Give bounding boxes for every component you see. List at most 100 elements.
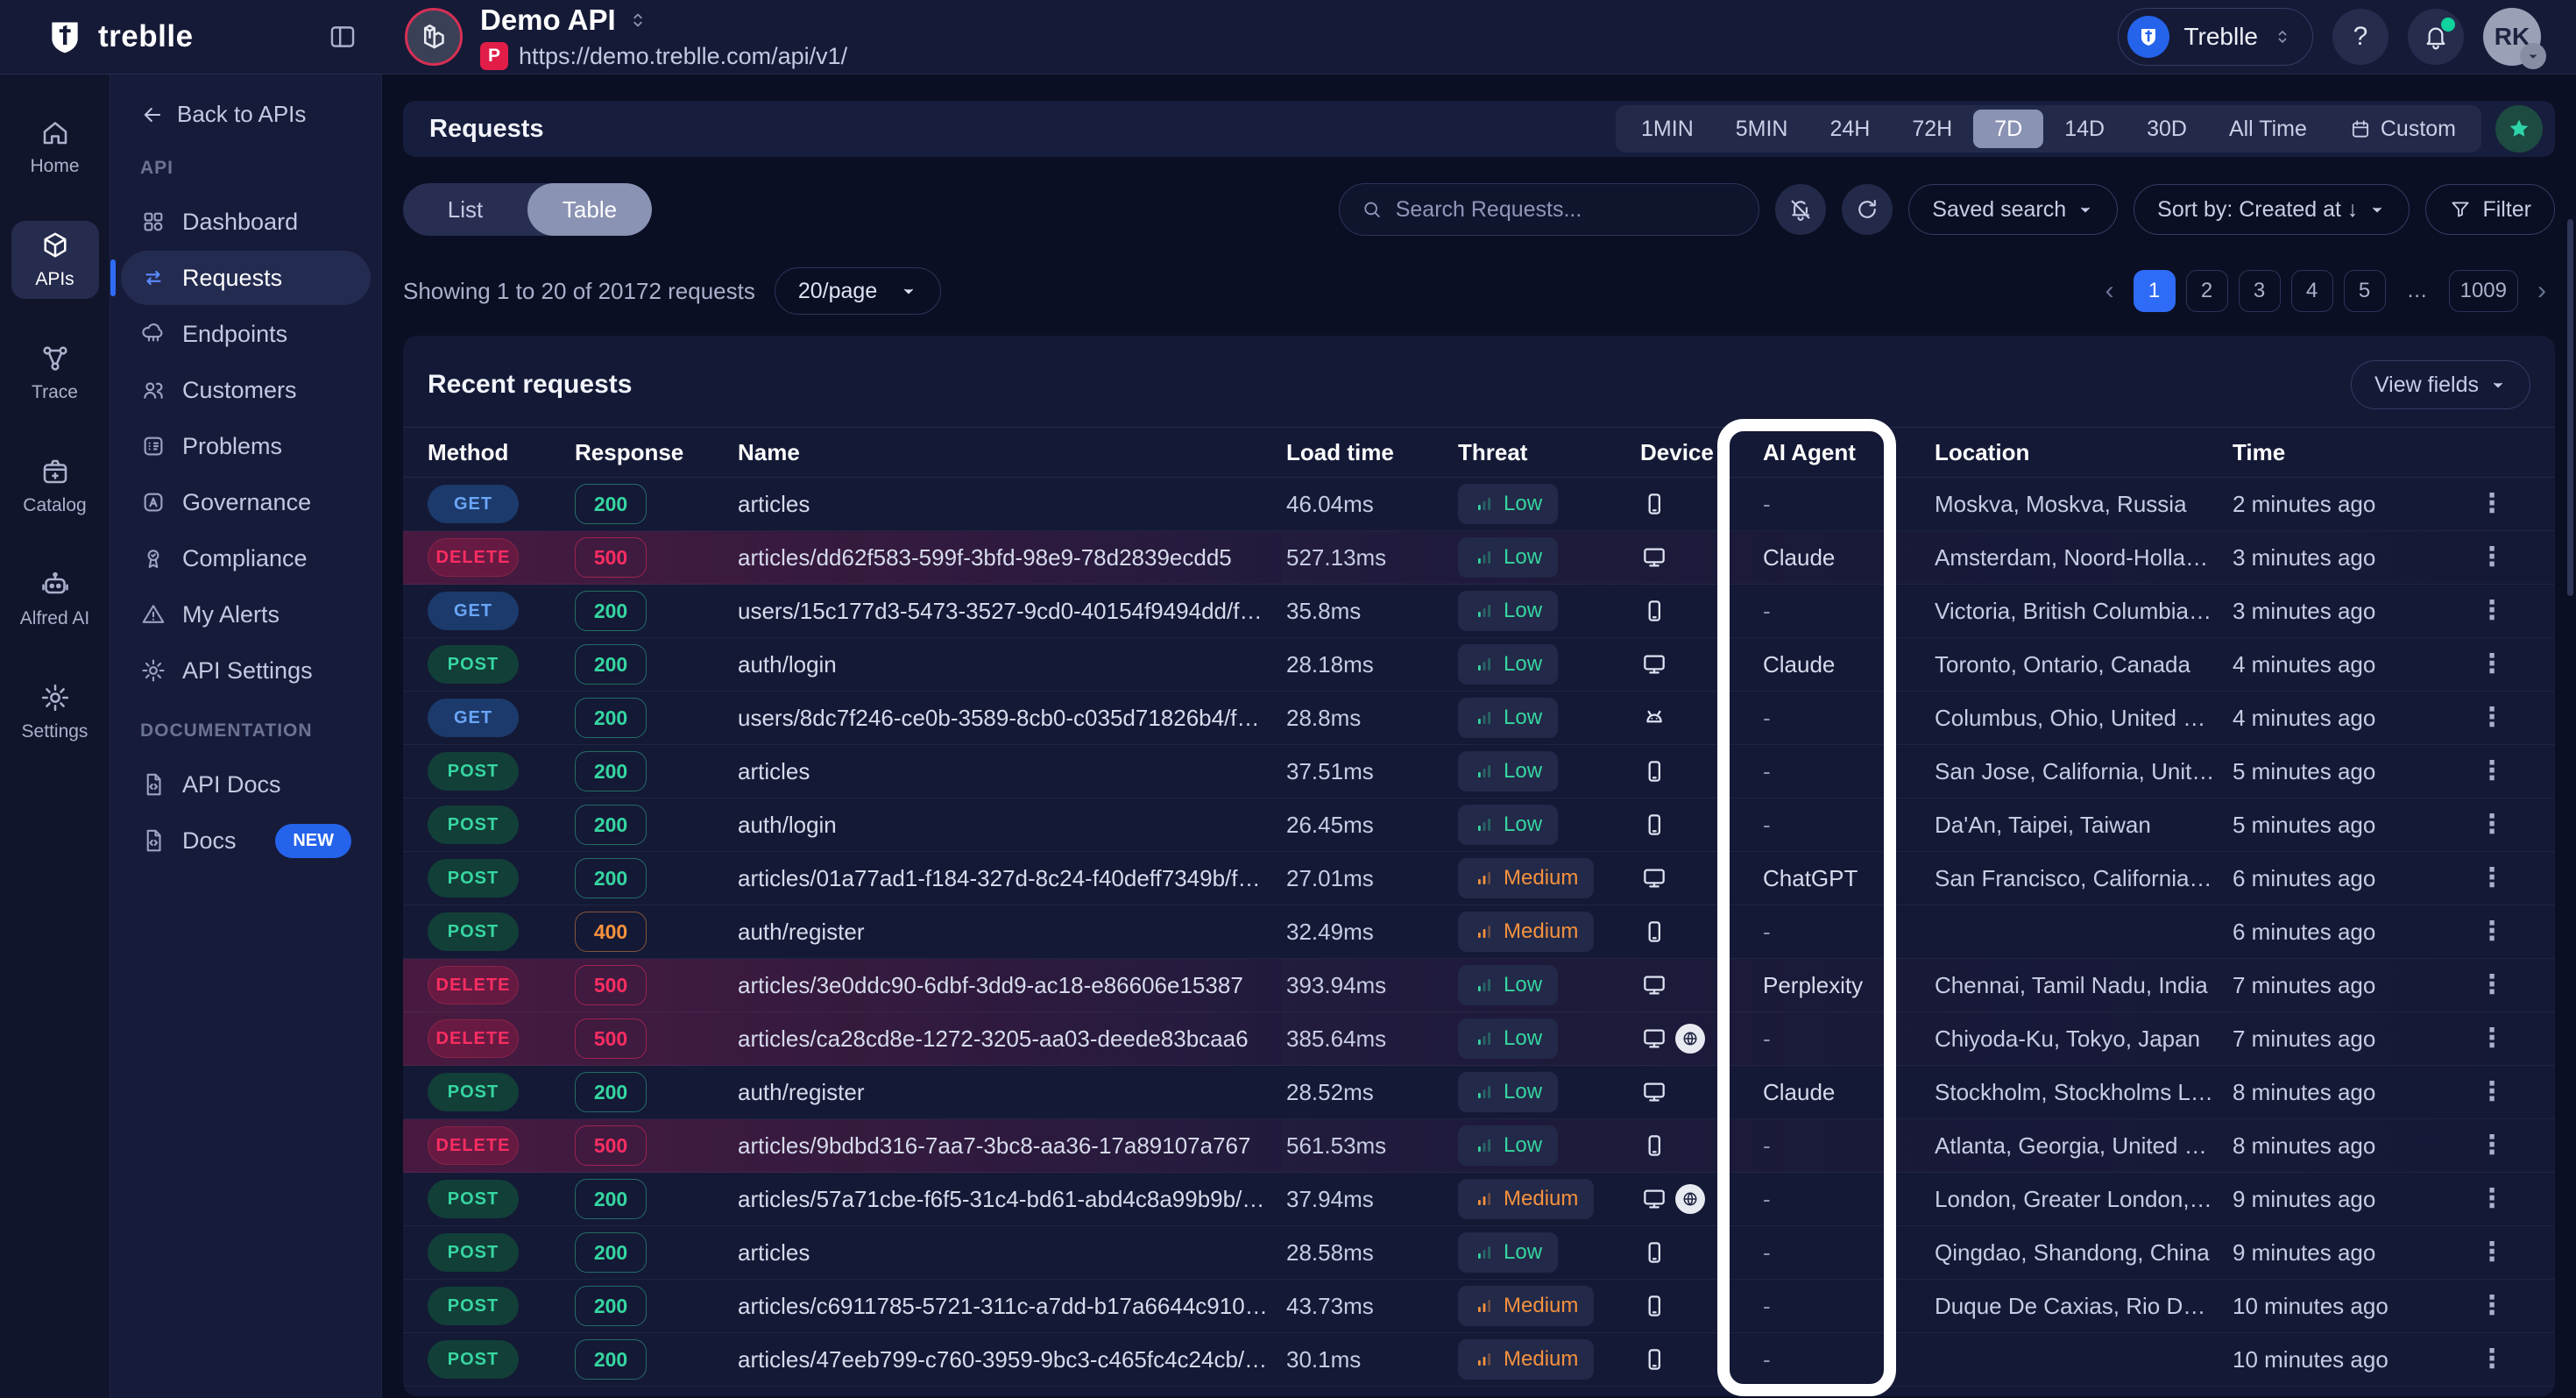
row-menu-icon[interactable]: ⋮ (2479, 1237, 2505, 1267)
rail-item-alfred-ai[interactable]: Alfred AI (11, 560, 99, 638)
phone-icon (1648, 1135, 1660, 1156)
mute-alerts-button[interactable] (1775, 184, 1827, 235)
sidebar-item-docs[interactable]: Docs NEW (121, 813, 371, 868)
row-menu-icon[interactable]: ⋮ (2479, 862, 2505, 892)
row-menu-icon[interactable]: ⋮ (2479, 595, 2505, 625)
time-range-custom[interactable]: Custom (2328, 110, 2477, 148)
table-row[interactable]: GET 200 articles 46.04ms Low - Moskva, M… (403, 478, 2555, 531)
page-4[interactable]: 4 (2290, 270, 2333, 312)
table-row[interactable]: POST 200 articles/c6911785-5721-311c-a7d… (403, 1280, 2555, 1333)
row-menu-icon[interactable]: ⋮ (2479, 542, 2505, 571)
time-range-72h[interactable]: 72H (1891, 110, 1973, 148)
rail-item-label: Settings (21, 721, 88, 742)
workspace-switcher[interactable]: Treblle (2118, 8, 2313, 66)
row-menu-icon[interactable]: ⋮ (2479, 1076, 2505, 1106)
sidebar-item-api-docs[interactable]: API Docs (121, 757, 371, 812)
row-menu-icon[interactable]: ⋮ (2479, 1344, 2505, 1373)
sidebar-item-endpoints[interactable]: Endpoints (121, 307, 371, 361)
sidebar-item-customers[interactable]: Customers (121, 363, 371, 417)
table-row[interactable]: GET 200 users/8dc7f246-ce0b-3589-8cb0-c0… (403, 692, 2555, 745)
row-menu-icon[interactable]: ⋮ (2479, 702, 2505, 732)
row-menu-icon[interactable]: ⋮ (2479, 1290, 2505, 1320)
time-range-1min[interactable]: 1MIN (1620, 110, 1715, 148)
table-row[interactable]: DELETE 500 articles/9bdbd316-7aa7-3bc8-a… (403, 1119, 2555, 1173)
user-avatar[interactable]: RK (2483, 8, 2546, 69)
sort-button[interactable]: Sort by: Created at ↓ (2134, 184, 2410, 235)
row-menu-icon[interactable]: ⋮ (2479, 809, 2505, 839)
sidebar-collapse-icon[interactable] (328, 22, 357, 52)
sidebar-item-my-alerts[interactable]: My Alerts (121, 587, 371, 642)
column-header-location: Location (1935, 438, 2030, 465)
table-row[interactable]: POST 400 auth/register 32.49ms Medium - … (403, 905, 2555, 959)
rail-item-home[interactable]: Home (11, 108, 99, 186)
table-row[interactable]: DELETE 500 articles/ca28cd8e-1272-3205-a… (403, 1012, 2555, 1066)
row-menu-icon[interactable]: ⋮ (2479, 756, 2505, 785)
table-row[interactable]: GET 200 users/15c177d3-5473-3527-9cd0-40… (403, 585, 2555, 638)
scrollbar-thumb[interactable] (2567, 219, 2573, 596)
page-3[interactable]: 3 (2238, 270, 2281, 312)
page-1009[interactable]: 1009 (2448, 270, 2518, 312)
row-menu-icon[interactable]: ⋮ (2479, 969, 2505, 999)
funnel-icon (2452, 202, 2470, 217)
rail-item-settings[interactable]: Settings (11, 673, 99, 751)
saved-search-button[interactable]: Saved search (1908, 184, 2119, 235)
rail-item-trace[interactable]: Trace (11, 334, 99, 412)
time-range-30d[interactable]: 30D (2126, 110, 2208, 148)
search-input[interactable] (1395, 196, 1738, 223)
prev-page-icon[interactable]: ‹ (2105, 276, 2114, 305)
view-toggle-list[interactable]: List (447, 195, 484, 223)
table-row[interactable]: POST 200 articles/47eeb799-c760-3959-9bc… (403, 1333, 2555, 1387)
row-menu-icon[interactable]: ⋮ (2479, 649, 2505, 678)
bell-slash-icon (1791, 200, 1810, 221)
sidebar-item-requests[interactable]: Requests (110, 251, 371, 305)
row-menu-icon[interactable]: ⋮ (2479, 1130, 2505, 1160)
row-menu-icon[interactable]: ⋮ (2479, 916, 2505, 946)
time-range-14d[interactable]: 14D (2043, 110, 2126, 148)
per-page-select[interactable]: 20/page (774, 267, 942, 315)
favorite-button[interactable] (2495, 105, 2543, 153)
view-fields-button[interactable]: View fields (2350, 360, 2530, 409)
sidebar-item-api-settings[interactable]: API Settings (121, 643, 371, 698)
time-range-all-time[interactable]: All Time (2208, 110, 2328, 148)
table-row[interactable]: POST 200 articles/57a71cbe-f6f5-31c4-bd6… (403, 1173, 2555, 1226)
chevron-updown-icon[interactable] (626, 9, 649, 32)
search-box[interactable] (1339, 183, 1760, 236)
sidebar-item-governance[interactable]: Governance (121, 475, 371, 529)
next-page-icon[interactable]: › (2537, 276, 2546, 305)
time-range-24h[interactable]: 24H (1808, 110, 1891, 148)
row-menu-icon[interactable]: ⋮ (2479, 1183, 2505, 1213)
table-row[interactable]: POST 200 articles/01a77ad1-f184-327d-8c2… (403, 852, 2555, 905)
refresh-button[interactable] (1842, 184, 1893, 235)
sidebar-item-compliance[interactable]: Compliance (121, 531, 371, 585)
help-button[interactable]: ? (2332, 9, 2388, 65)
rail-item-apis[interactable]: APIs (11, 221, 99, 299)
api-title[interactable]: Demo API (480, 4, 616, 36)
back-to-apis-link[interactable]: Back to APIs (110, 101, 381, 128)
api-url: https://demo.treblle.com/api/v1/ (519, 42, 848, 69)
sidebar-item-dashboard[interactable]: Dashboard (121, 195, 371, 249)
table-row[interactable]: DELETE 500 articles/3e0ddc90-6dbf-3dd9-a… (403, 959, 2555, 1012)
rail-item-catalog[interactable]: Catalog (11, 447, 99, 525)
ai-agent: - (1763, 704, 1771, 731)
time-range-5min[interactable]: 5MIN (1715, 110, 1809, 148)
view-toggle-table[interactable]: Table (527, 183, 652, 236)
page-5[interactable]: 5 (2343, 270, 2386, 312)
table-row[interactable]: POST 200 auth/login 28.18ms Low Claude T… (403, 638, 2555, 692)
table-row[interactable]: POST 200 auth/register 28.52ms Low Claud… (403, 1066, 2555, 1119)
globe-icon (1683, 1032, 1697, 1046)
time-range-7d[interactable]: 7D (1973, 110, 2044, 148)
page-1[interactable]: 1 (2133, 270, 2176, 312)
sidebar-item-problems[interactable]: Problems (121, 419, 371, 473)
table-row[interactable]: POST 200 auth/login 26.45ms Low - Da'An,… (403, 798, 2555, 852)
notifications-button[interactable] (2408, 9, 2464, 65)
filter-button[interactable]: Filter (2425, 184, 2555, 235)
api-avatar[interactable] (405, 8, 463, 66)
page-2[interactable]: 2 (2185, 270, 2228, 312)
row-menu-icon[interactable]: ⋮ (2479, 1023, 2505, 1053)
table-row[interactable]: POST 200 articles 37.51ms Low - San Jose… (403, 745, 2555, 798)
row-menu-icon[interactable]: ⋮ (2479, 488, 2505, 518)
table-row[interactable]: DELETE 500 articles/dd62f583-599f-3bfd-9… (403, 531, 2555, 585)
table-row[interactable]: POST 200 articles 28.58ms Low - Qingdao,… (403, 1226, 2555, 1280)
brand[interactable]: treblle (46, 18, 194, 56)
sidebar-item-label: Problems (182, 432, 283, 459)
